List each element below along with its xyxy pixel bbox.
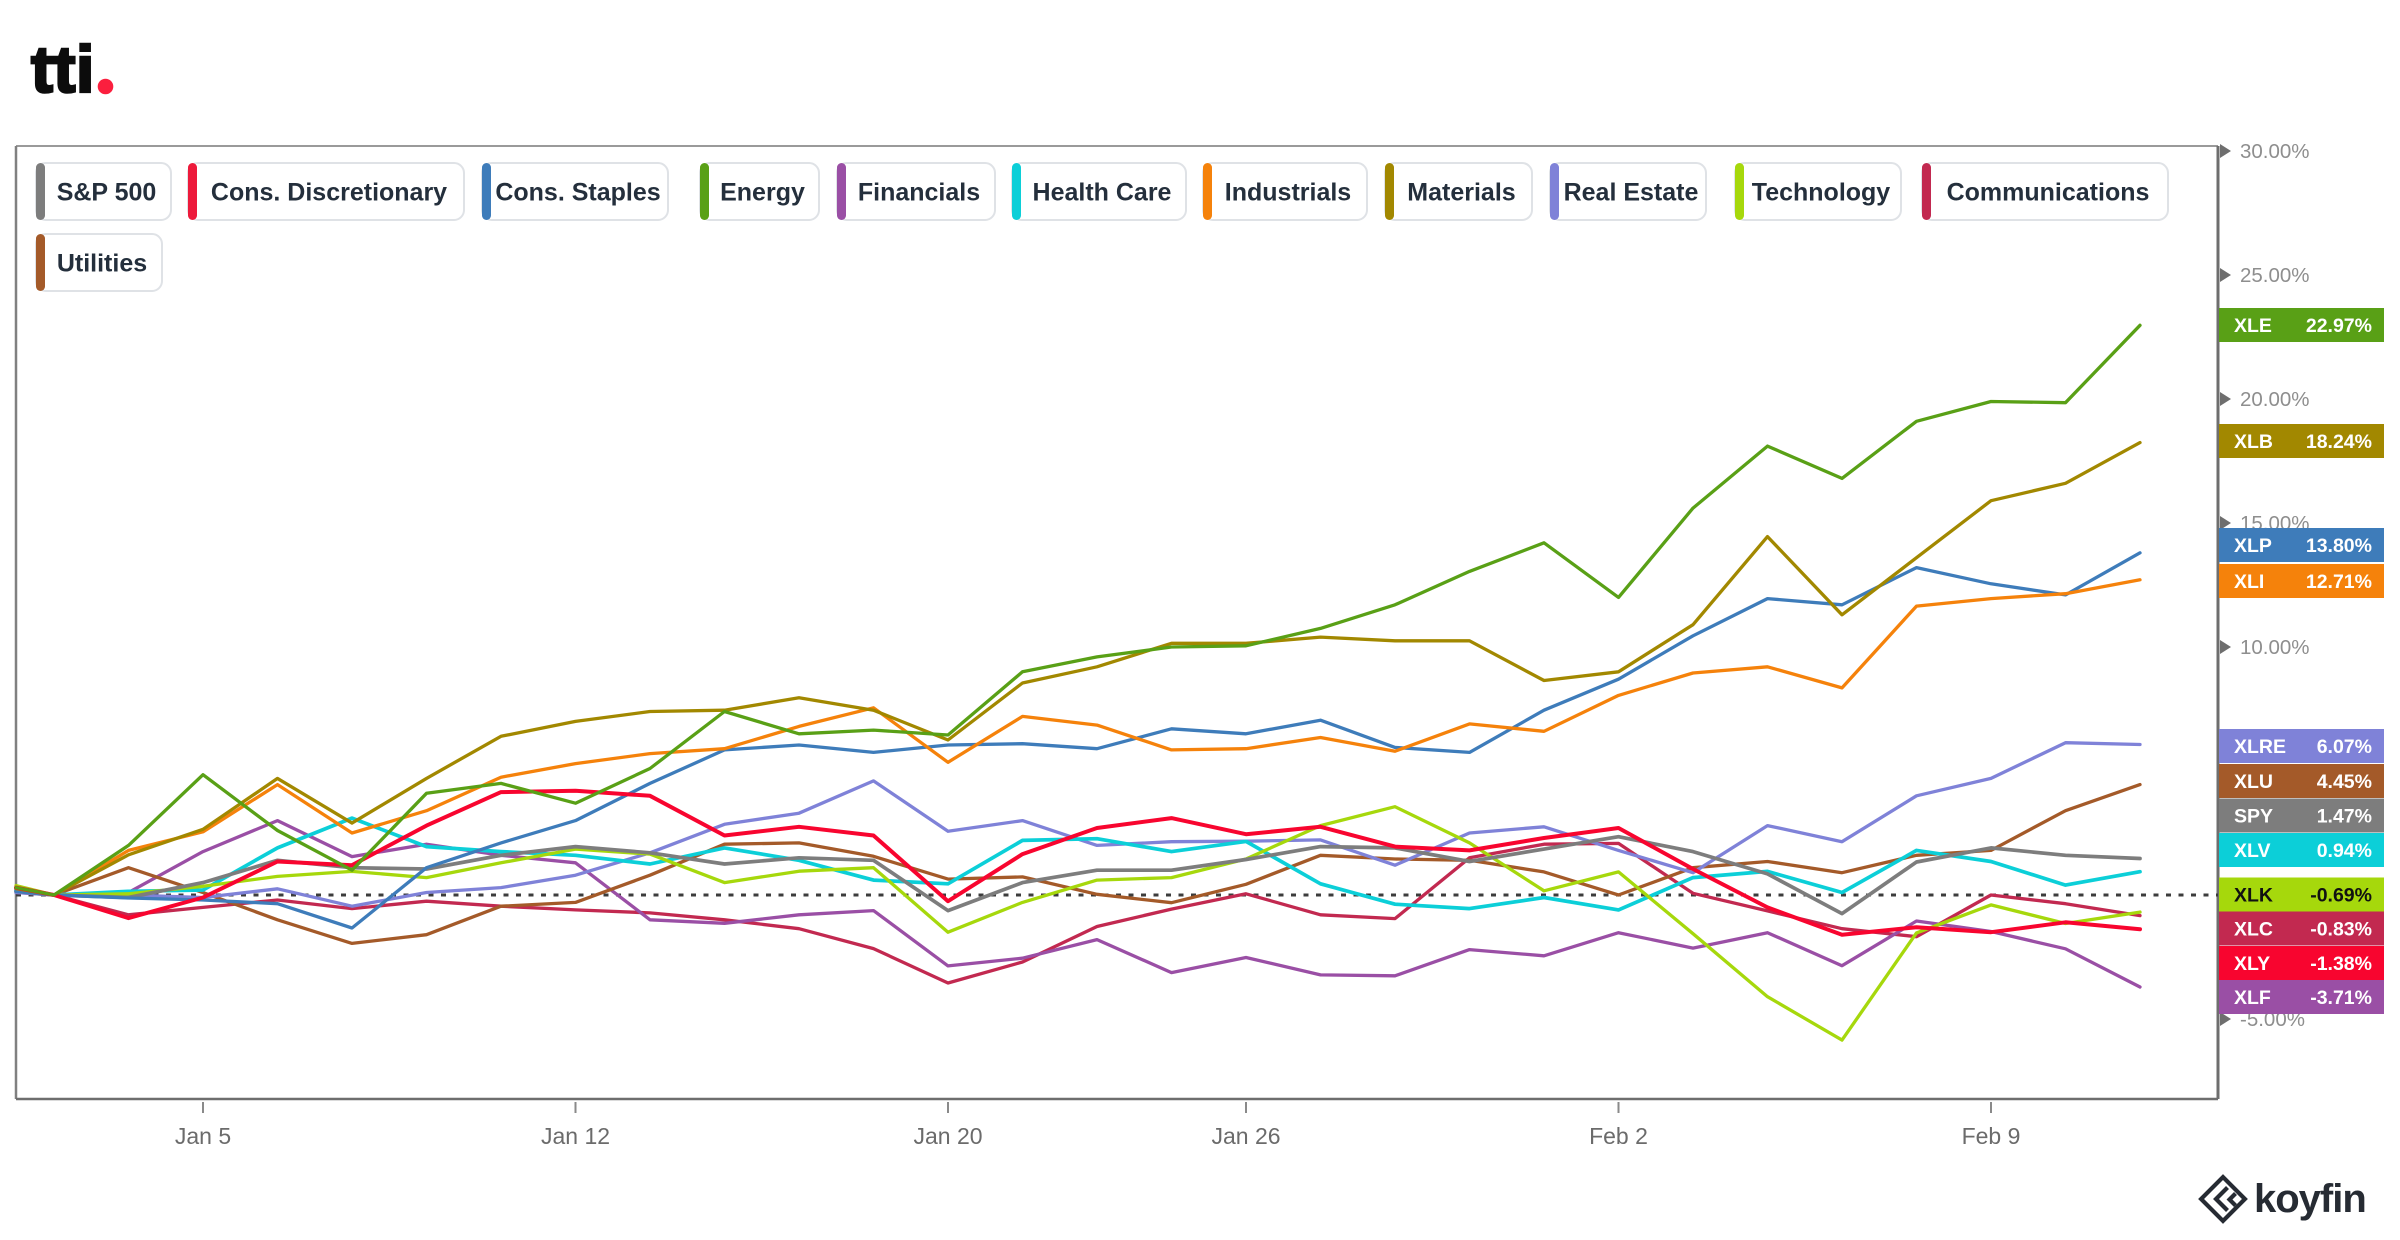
svg-text:XLF: XLF [2234,987,2271,1009]
svg-text:Financials: Financials [858,179,980,207]
svg-text:Jan 20: Jan 20 [913,1123,982,1149]
svg-text:XLC: XLC [2234,919,2273,941]
svg-text:SPY: SPY [2234,806,2273,828]
svg-text:Jan 26: Jan 26 [1211,1123,1280,1149]
svg-text:XLRE: XLRE [2234,736,2286,758]
svg-text:Materials: Materials [1407,179,1515,207]
svg-text:1.47%: 1.47% [2317,806,2372,828]
svg-text:Jan 12: Jan 12 [541,1123,610,1149]
svg-text:Feb 9: Feb 9 [1962,1123,2021,1149]
svg-text:S&P 500: S&P 500 [57,179,157,207]
svg-text:25.00%: 25.00% [2240,264,2310,287]
svg-text:Jan 5: Jan 5 [175,1123,231,1149]
svg-text:Health Care: Health Care [1033,179,1172,207]
svg-text:-3.71%: -3.71% [2310,987,2372,1009]
svg-text:22.97%: 22.97% [2306,315,2372,337]
svg-text:XLV: XLV [2234,840,2270,862]
svg-text:18.24%: 18.24% [2306,431,2372,453]
svg-text:XLU: XLU [2234,771,2273,793]
svg-text:XLE: XLE [2234,315,2272,337]
svg-text:20.00%: 20.00% [2240,388,2310,411]
svg-text:10.00%: 10.00% [2240,636,2310,659]
svg-text:Industrials: Industrials [1225,179,1351,207]
svg-text:13.80%: 13.80% [2306,535,2372,557]
svg-text:XLB: XLB [2234,431,2273,453]
svg-text:12.71%: 12.71% [2306,571,2372,593]
svg-text:XLK: XLK [2234,885,2273,907]
svg-text:tti: tti [31,32,95,106]
svg-text:30.00%: 30.00% [2240,140,2310,163]
svg-text:-0.83%: -0.83% [2310,919,2372,941]
svg-text:koyfin: koyfin [2254,1177,2366,1221]
svg-text:Technology: Technology [1752,179,1891,207]
svg-text:-1.38%: -1.38% [2310,953,2372,975]
svg-text:4.45%: 4.45% [2317,771,2372,793]
svg-text:0.94%: 0.94% [2317,840,2372,862]
svg-text:XLY: XLY [2234,953,2270,975]
svg-text:Utilities: Utilities [57,250,147,278]
svg-text:Real Estate: Real Estate [1564,179,1699,207]
svg-text:Energy: Energy [720,179,805,207]
svg-text:-0.69%: -0.69% [2310,885,2372,907]
svg-text:XLP: XLP [2234,535,2272,557]
svg-text:Feb 2: Feb 2 [1589,1123,1648,1149]
svg-text:Cons. Staples: Cons. Staples [495,179,660,207]
svg-text:6.07%: 6.07% [2317,736,2372,758]
svg-text:Communications: Communications [1947,179,2150,207]
svg-text:XLI: XLI [2234,571,2264,593]
svg-text:Cons. Discretionary: Cons. Discretionary [211,179,447,207]
